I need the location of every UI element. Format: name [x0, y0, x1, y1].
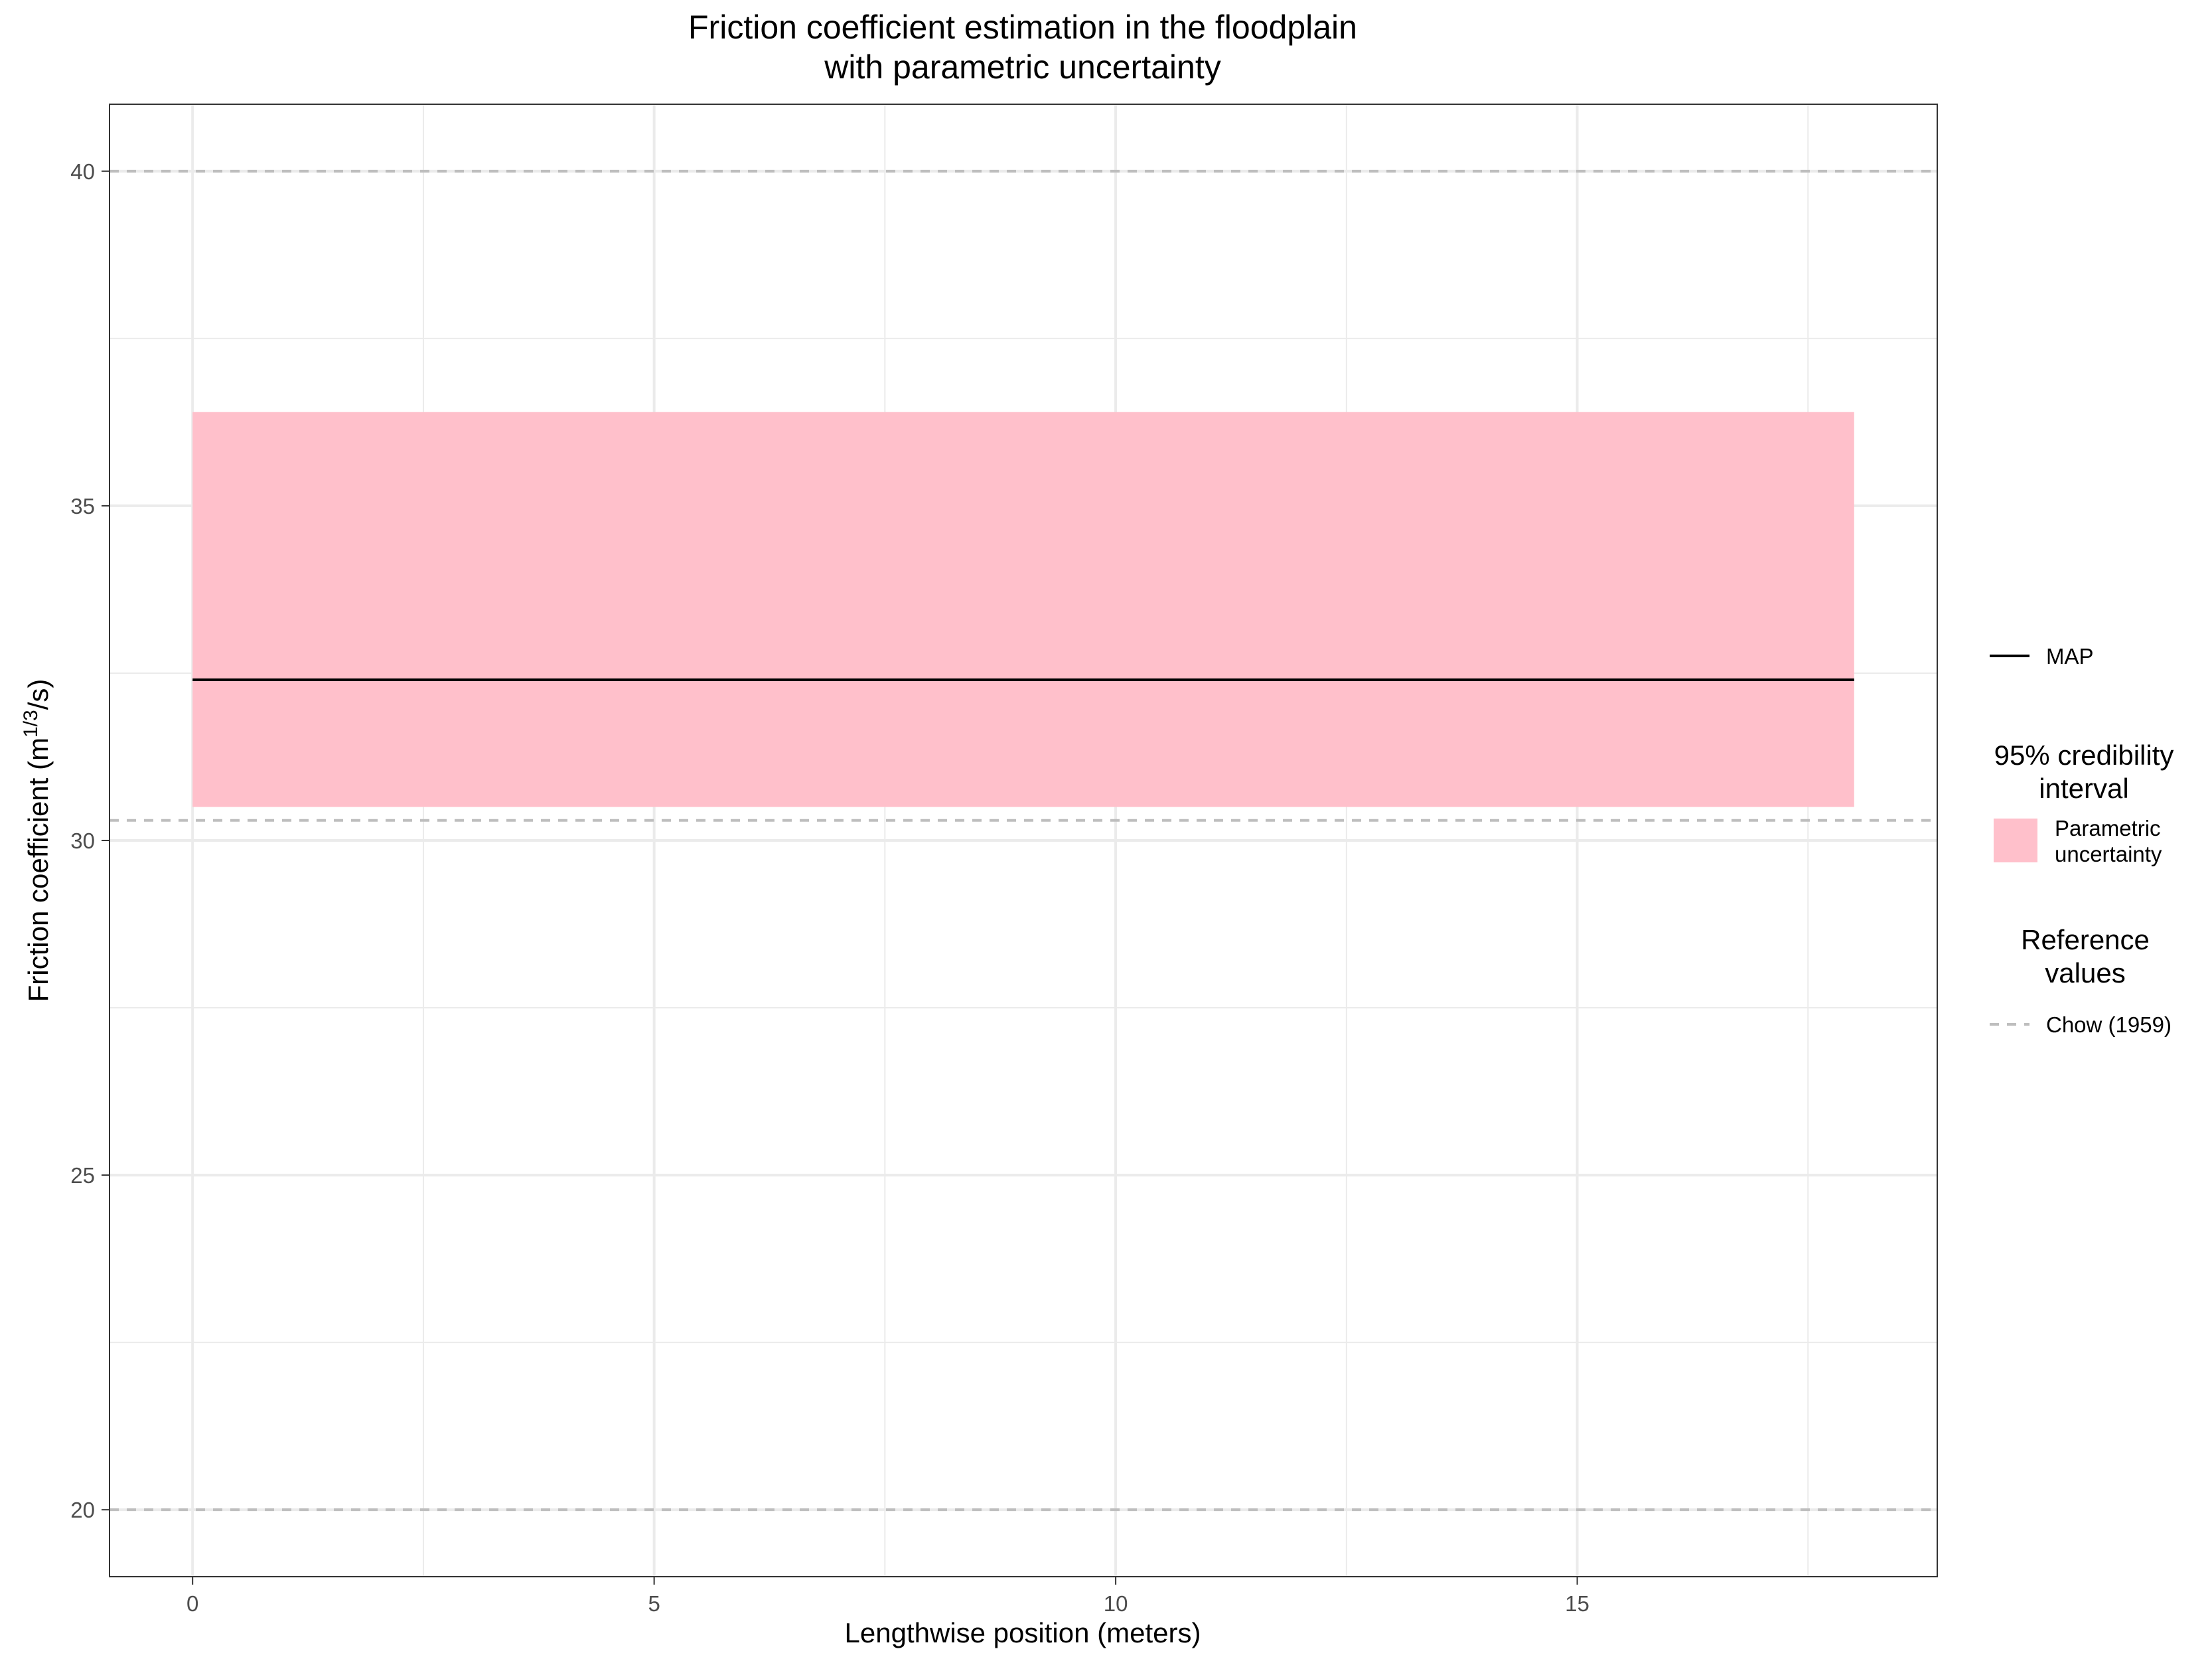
y-axis: 20 25 30 35 40 — [70, 159, 110, 1522]
y-tick-label: 30 — [70, 829, 95, 853]
y-axis-title-prefix: Friction coefficient (m — [23, 738, 54, 1002]
y-axis-title-suffix: /s) — [23, 679, 54, 710]
legend-band-key — [1994, 819, 2037, 862]
x-axis: 0 5 10 15 — [186, 1577, 1589, 1616]
x-tick-label: 15 — [1565, 1591, 1589, 1616]
legend-band-title-line-2: interval — [2039, 773, 2128, 804]
y-tick-label: 40 — [70, 159, 95, 184]
x-tick-label: 10 — [1104, 1591, 1128, 1616]
x-tick-label: 0 — [186, 1591, 198, 1616]
legend-map-label: MAP — [2046, 644, 2094, 669]
x-axis-title: Lengthwise position (meters) — [845, 1617, 1201, 1648]
legend-band-label-line-2: uncertainty — [2055, 842, 2162, 866]
chart-title-line-2: with parametric uncertainty — [824, 48, 1220, 86]
y-axis-title: Friction coefficient (m1/3/s) — [20, 679, 54, 1002]
uncertainty-band — [192, 412, 1854, 807]
y-axis-title-sup: 1/3 — [20, 710, 42, 738]
legend-ref-label: Chow (1959) — [2046, 1012, 2172, 1037]
x-tick-label: 5 — [648, 1591, 660, 1616]
legend: MAP 95% credibility interval Parametric … — [1990, 644, 2174, 1037]
chart-title-line-1: Friction coefficient estimation in the f… — [688, 9, 1357, 46]
legend-band-title-line-1: 95% credibility — [1994, 740, 2174, 771]
legend-ref-title-line-2: values — [2045, 957, 2125, 988]
band-layer — [192, 412, 1854, 807]
legend-ref-title-line-1: Reference — [2021, 924, 2150, 955]
reference-lines — [110, 169, 1937, 1512]
y-tick-label: 20 — [70, 1498, 95, 1522]
y-tick-label: 35 — [70, 494, 95, 518]
legend-band-label-line-1: Parametric — [2055, 816, 2161, 840]
y-tick-label: 25 — [70, 1163, 95, 1188]
chart-title: Friction coefficient estimation in the f… — [688, 9, 1357, 86]
